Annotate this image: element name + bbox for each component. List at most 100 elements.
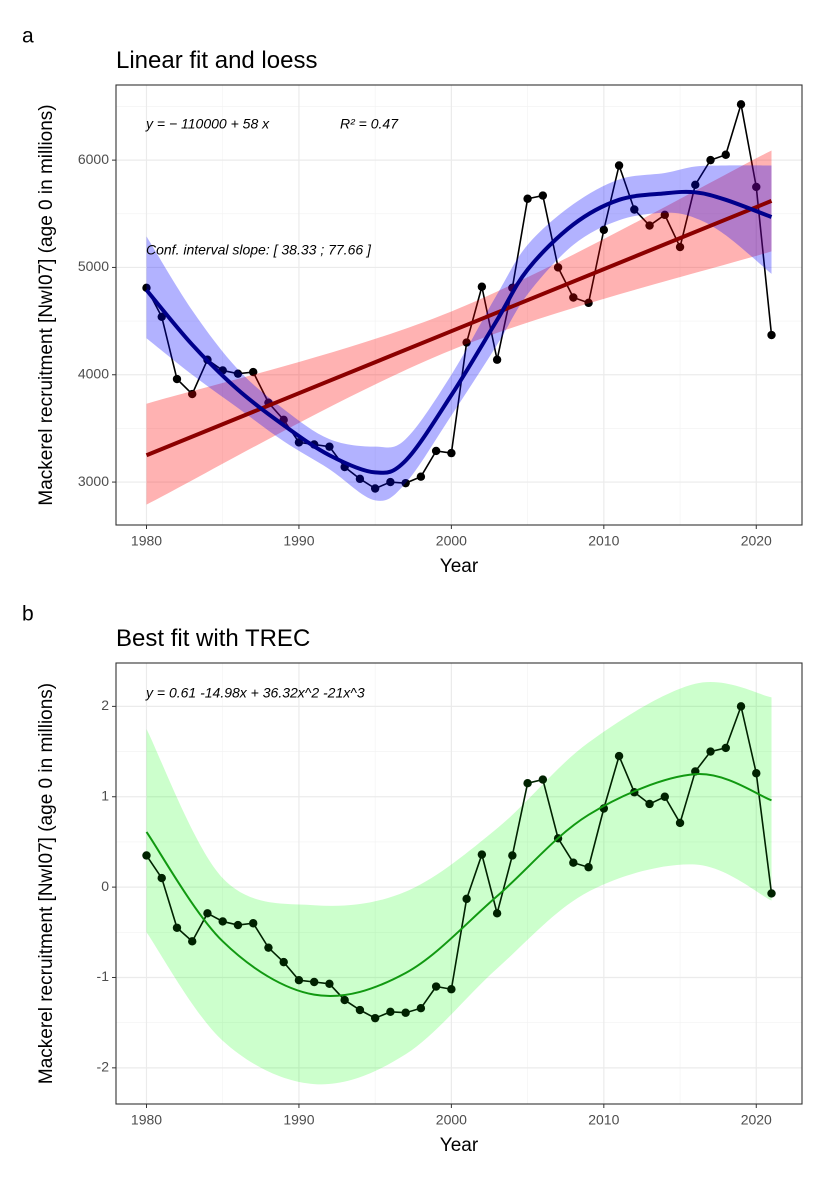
data-point: [767, 889, 776, 898]
chart-title: Linear fit and loess: [116, 47, 317, 74]
annotation: Conf. interval slope: [ 38.33 ; 77.66 ]: [146, 242, 372, 258]
data-point: [675, 242, 685, 252]
panel-tag: a: [22, 25, 34, 48]
data-point: [492, 355, 502, 364]
data-point: [294, 438, 304, 447]
data-point: [630, 205, 639, 214]
y-tick-label: -1: [97, 968, 110, 984]
x-tick-label: 2020: [741, 1112, 772, 1128]
data-point: [767, 330, 776, 340]
data-point: [249, 919, 258, 928]
plot-background: [116, 663, 802, 1104]
data-point: [203, 909, 212, 918]
x-tick-label: 2000: [436, 1112, 467, 1128]
confidence-band: [146, 165, 772, 501]
annotation: y = − 110000 + 58 x: [145, 116, 270, 132]
y-tick-label: 6000: [78, 151, 109, 167]
y-axis-title: Mackerel recruitment [NwI07] (age 0 in m…: [36, 104, 57, 505]
plot-border: [115, 662, 803, 1105]
data-point: [157, 312, 166, 322]
fit-line: [145, 199, 773, 458]
data-point: [157, 873, 166, 883]
data-point: [584, 298, 593, 308]
data-point: [721, 150, 730, 159]
data-point: [142, 851, 151, 860]
data-point: [675, 818, 685, 828]
data-point: [416, 1004, 426, 1013]
data-point: [523, 194, 532, 203]
data-point: [752, 182, 761, 192]
data-point: [553, 263, 563, 272]
plot-marks: [142, 100, 776, 505]
data-point: [645, 799, 654, 809]
data-point: [706, 747, 715, 756]
data-point: [264, 943, 273, 952]
y-axis-title: Mackerel recruitment [NwI07] (age 0 in m…: [36, 683, 57, 1084]
x-tick-label: 1990: [283, 533, 314, 549]
data-point: [172, 374, 182, 384]
data-point: [736, 702, 746, 711]
data-point: [614, 751, 624, 761]
data-point: [569, 293, 578, 302]
data-point: [370, 1013, 380, 1023]
fit-line: [145, 773, 772, 997]
x-tick-label: 1990: [283, 1112, 314, 1128]
data-point: [188, 389, 197, 399]
data-point: [492, 909, 502, 918]
data-point: [462, 338, 471, 347]
data-point: [447, 448, 456, 458]
data-point: [172, 923, 182, 932]
x-tick-label: 2000: [436, 533, 467, 549]
data-point: [584, 863, 593, 872]
x-axis-title: Year: [440, 1135, 479, 1156]
data-point: [416, 472, 426, 481]
data-point: [309, 977, 319, 987]
data-point: [477, 850, 487, 859]
plot-marks: [142, 682, 776, 1085]
data-point: [325, 442, 334, 451]
y-tick-label: 2: [101, 697, 109, 713]
data-point: [431, 982, 441, 991]
data-point: [614, 161, 624, 170]
data-point: [401, 1008, 410, 1017]
data-point: [188, 937, 197, 946]
data-point: [645, 221, 654, 230]
data-point: [355, 1005, 365, 1015]
x-tick-label: 2010: [588, 533, 619, 549]
fit-line: [144, 189, 773, 475]
data-point: [294, 975, 304, 985]
confidence-band: [146, 682, 772, 1085]
data-point: [386, 1007, 395, 1017]
data-point: [218, 917, 227, 926]
data-point: [660, 792, 669, 801]
data-point: [599, 225, 609, 235]
x-tick-label: 1980: [131, 1112, 162, 1128]
x-axis-title: Year: [440, 556, 479, 577]
data-point: [462, 894, 471, 904]
chart-title: Best fit with TREC: [116, 625, 310, 652]
data-point: [233, 920, 243, 930]
x-tick-label: 1980: [131, 533, 162, 549]
y-tick-label: 3000: [78, 473, 109, 489]
x-tick-label: 2020: [741, 533, 772, 549]
data-point: [386, 477, 395, 487]
data-point: [325, 979, 334, 989]
x-tick-label: 2010: [588, 1112, 619, 1128]
data-point: [508, 851, 517, 860]
data-point: [447, 985, 456, 994]
y-tick-label: 0: [101, 878, 109, 894]
annotation: y = 0.61 -14.98x + 36.32x^2 -21x^3: [145, 685, 365, 701]
data-point: [249, 367, 258, 377]
data-point: [706, 155, 715, 165]
plot-background: [116, 85, 802, 525]
data-point: [340, 995, 349, 1005]
data-point: [355, 474, 365, 484]
data-point: [721, 743, 730, 753]
data-point: [538, 775, 548, 784]
y-tick-label: 5000: [78, 258, 109, 274]
data-point: [736, 100, 746, 109]
data-point: [691, 180, 700, 190]
data-point: [538, 191, 548, 200]
